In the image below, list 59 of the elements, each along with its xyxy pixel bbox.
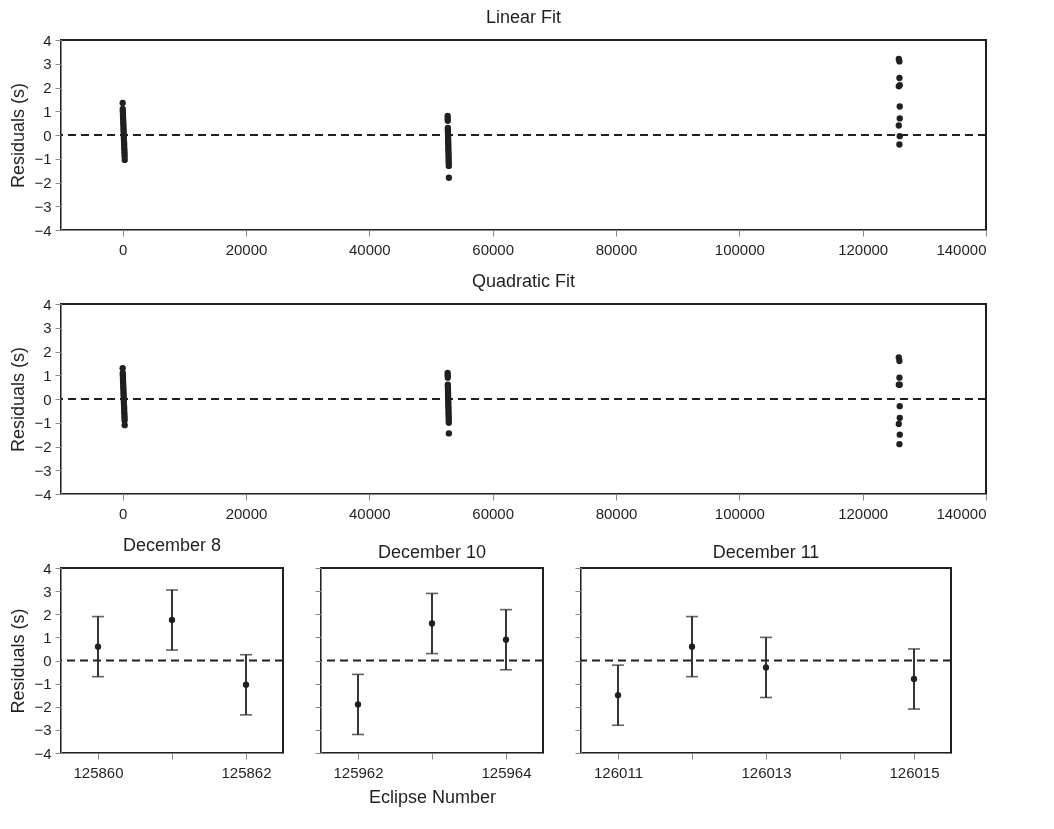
y-tick-label: −2 xyxy=(34,438,52,455)
x-tick-label: 120000 xyxy=(838,504,889,522)
x-tick-label: 40000 xyxy=(348,504,391,522)
chart-title: Linear Fit xyxy=(485,7,562,27)
y-tick-label: 3 xyxy=(43,582,52,600)
chart-title: December 11 xyxy=(712,541,820,562)
x-tick-label: 20000 xyxy=(225,240,268,258)
y-tick-label: 2 xyxy=(43,343,52,360)
x-tick-label: 100000 xyxy=(714,240,765,258)
y-tick-label: −4 xyxy=(34,485,52,503)
x-tick-label: 20000 xyxy=(225,504,268,522)
y-tick-label: −4 xyxy=(34,744,52,762)
chart-title: December 8 xyxy=(122,535,222,555)
y-tick-label: 0 xyxy=(43,652,52,669)
y-tick-label: −1 xyxy=(34,150,52,168)
y-tick-label: 4 xyxy=(43,559,52,577)
y-tick-label: −1 xyxy=(34,675,52,693)
chart-title: Quadratic Fit xyxy=(471,271,576,291)
y-axis-title: Residuals (s) xyxy=(8,608,29,714)
y-tick-label: 2 xyxy=(43,79,52,96)
x-tick-label: 140000 xyxy=(936,240,987,258)
y-tick-label: −3 xyxy=(34,461,52,479)
y-tick-label: 4 xyxy=(43,31,52,49)
y-tick-label: 0 xyxy=(43,390,52,408)
x-tick-label: 0 xyxy=(118,504,128,522)
x-axis-title: Eclipse Number xyxy=(368,786,497,807)
x-tick-label: 80000 xyxy=(595,504,638,522)
x-tick-label: 60000 xyxy=(472,240,515,258)
chart-title: December 10 xyxy=(377,541,487,562)
y-tick-label: −2 xyxy=(34,698,52,716)
x-tick-label: 126015 xyxy=(889,763,940,781)
y-tick-label: 1 xyxy=(43,628,52,646)
y-tick-label: 1 xyxy=(43,366,52,384)
x-tick-label: 140000 xyxy=(936,504,987,522)
x-tick-label: 40000 xyxy=(348,240,391,258)
y-axis-title: Residuals (s) xyxy=(8,82,29,189)
y-axis-title: Residuals (s) xyxy=(8,346,29,453)
x-tick-label: 0 xyxy=(118,240,128,258)
x-tick-label: 126011 xyxy=(594,763,643,781)
y-tick-label: 3 xyxy=(43,319,52,337)
x-tick-label: 125862 xyxy=(221,763,272,781)
y-tick-label: 2 xyxy=(43,605,52,623)
x-tick-label: 80000 xyxy=(595,240,638,258)
x-tick-label: 60000 xyxy=(472,504,515,522)
x-tick-label: 125860 xyxy=(73,763,124,781)
y-tick-label: −3 xyxy=(34,197,52,215)
y-tick-label: 3 xyxy=(43,55,52,73)
x-tick-label: 125964 xyxy=(481,763,532,781)
x-tick-label: 100000 xyxy=(714,504,765,522)
y-tick-label: −4 xyxy=(34,221,52,239)
x-tick-label: 126013 xyxy=(741,763,792,781)
y-tick-label: −3 xyxy=(34,721,52,739)
x-tick-label: 125962 xyxy=(333,763,384,781)
y-tick-label: 0 xyxy=(43,126,52,144)
x-tick-label: 120000 xyxy=(838,240,889,258)
y-tick-label: −1 xyxy=(34,414,52,432)
y-tick-label: 1 xyxy=(43,102,52,120)
y-tick-label: 4 xyxy=(43,295,52,313)
y-tick-label: −2 xyxy=(34,174,52,191)
